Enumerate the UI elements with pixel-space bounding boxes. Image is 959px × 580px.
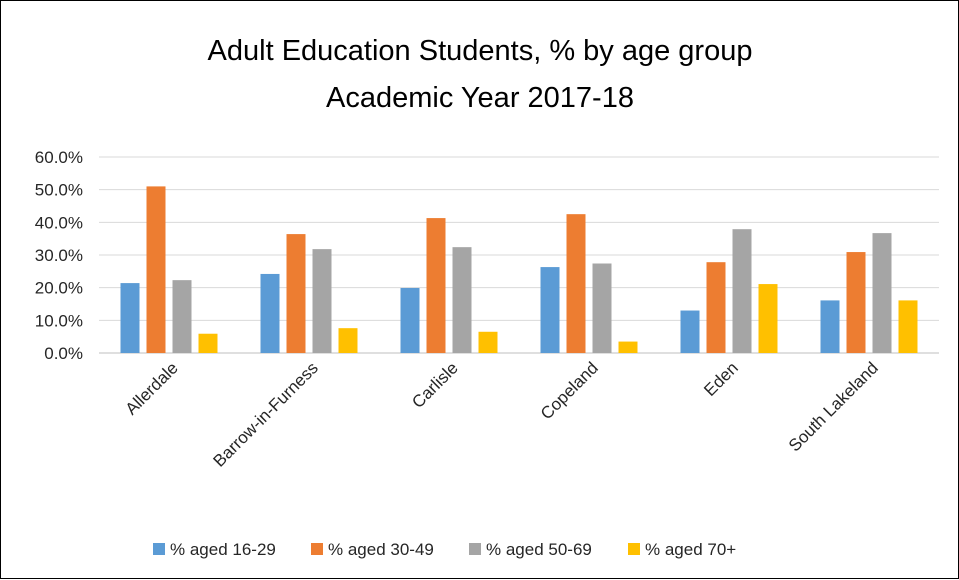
y-tick-label: 10.0%	[35, 311, 83, 330]
bar	[426, 218, 446, 353]
bar	[400, 287, 420, 353]
bar	[172, 280, 192, 353]
y-axis-ticks: 0.0% 10.0% 20.0% 30.0% 40.0% 50.0% 60.0%	[35, 148, 83, 363]
legend-label: % aged 16-29	[170, 540, 276, 559]
bar	[706, 262, 726, 353]
bar	[478, 331, 498, 353]
x-category-label: South Lakeland	[785, 358, 882, 455]
bar	[732, 229, 752, 353]
legend-swatch	[628, 543, 640, 555]
legend-label: % aged 70+	[645, 540, 736, 559]
bar	[680, 310, 700, 353]
bar	[338, 328, 358, 353]
legend-swatch	[469, 543, 481, 555]
bar	[120, 283, 140, 353]
bar	[618, 341, 638, 353]
bar	[566, 214, 586, 353]
y-tick-label: 30.0%	[35, 246, 83, 265]
x-category-label: Barrow-in-Furness	[210, 358, 322, 470]
bar	[872, 233, 892, 353]
x-axis-categories: Allerdale Barrow-in-Furness Carlisle Copela…	[122, 358, 882, 470]
bar	[820, 300, 840, 353]
bar	[846, 252, 866, 353]
bar	[260, 273, 280, 353]
bar	[286, 234, 306, 353]
legend-swatch	[311, 543, 323, 555]
legend-label: % aged 50-69	[486, 540, 592, 559]
bar	[898, 300, 918, 353]
y-tick-label: 50.0%	[35, 181, 83, 200]
bar	[540, 267, 560, 353]
bar	[592, 263, 612, 353]
bar	[312, 249, 332, 353]
chart-subtitle: Academic Year 2017-18	[326, 82, 634, 114]
y-tick-label: 20.0%	[35, 279, 83, 298]
bar	[146, 186, 166, 353]
legend: % aged 16-29 % aged 30-49 % aged 50-69 % ag…	[153, 540, 736, 559]
bars-layer	[120, 186, 918, 353]
x-category-label: Carlisle	[408, 358, 462, 412]
x-category-label: Allerdale	[122, 358, 182, 418]
chart-title: Adult Education Students, % by age group	[208, 35, 753, 67]
y-tick-label: 40.0%	[35, 213, 83, 232]
y-tick-label: 0.0%	[44, 344, 83, 363]
y-tick-label: 60.0%	[35, 148, 83, 167]
grid-layer	[99, 156, 939, 354]
legend-swatch	[153, 543, 165, 555]
x-category-label: Copeland	[537, 358, 602, 423]
bar	[452, 247, 472, 353]
legend-label: % aged 30-49	[328, 540, 434, 559]
bar	[198, 333, 218, 353]
x-category-label: Eden	[700, 358, 742, 400]
bar	[758, 284, 778, 353]
